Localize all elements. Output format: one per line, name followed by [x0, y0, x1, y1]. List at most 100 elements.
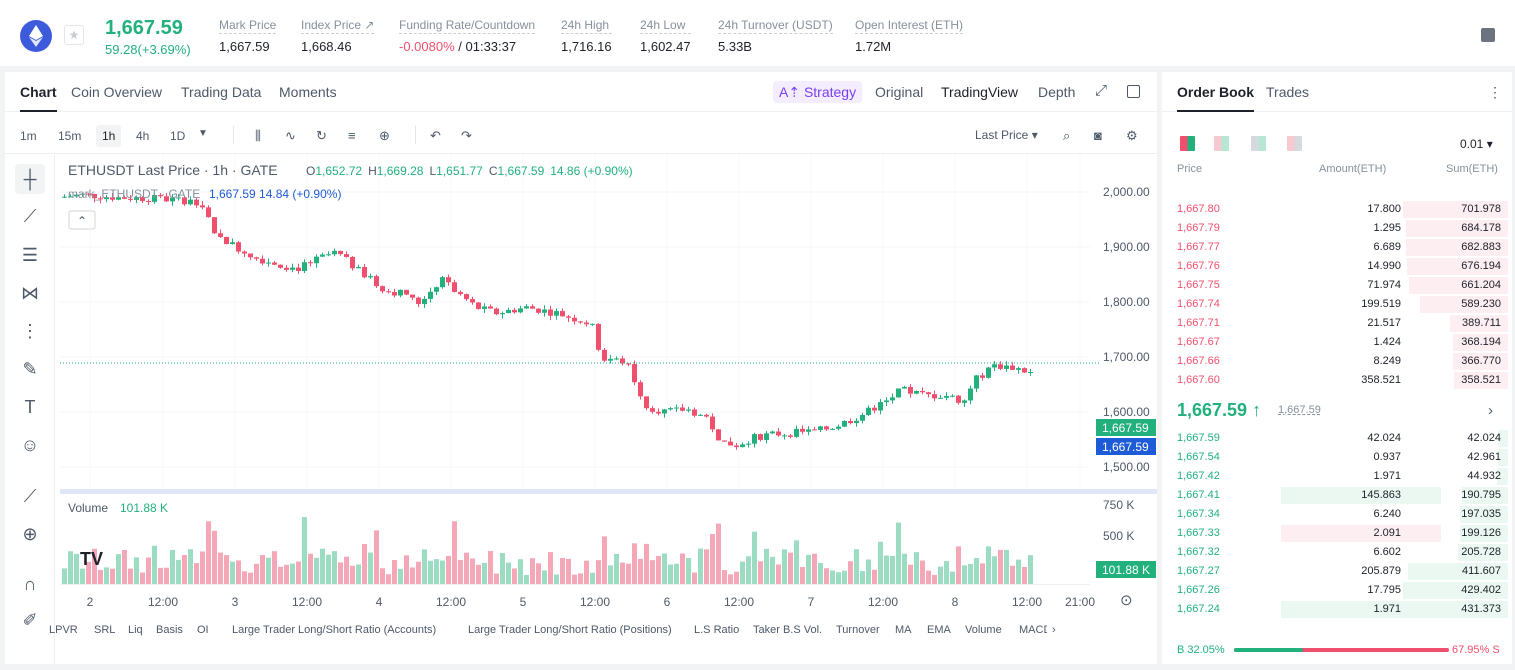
depth-bar [1454, 372, 1508, 389]
chevron-up-icon[interactable]: ⌃ [77, 214, 87, 228]
price-axis-tick: 1,900.00 [1103, 240, 1150, 254]
tab-order-book[interactable]: Order Book [1177, 84, 1255, 112]
pane-divider[interactable] [60, 489, 1157, 494]
horizontal-lines-icon[interactable]: ☰ [21, 244, 39, 265]
tab-chart[interactable]: Chart [20, 84, 57, 112]
replay-icon[interactable]: ↻ [316, 128, 327, 143]
tf-1m[interactable]: 1m [20, 129, 37, 143]
view-original[interactable]: Original [875, 84, 924, 100]
view-tradingview[interactable]: TradingView [941, 84, 1019, 100]
add-indicator-icon[interactable]: ⊕ [379, 128, 390, 143]
more-icon[interactable]: ⋮ [1488, 84, 1502, 100]
ask-row[interactable]: 1,667.74 199.519 589.230 [1162, 295, 1512, 314]
favorite-star-icon[interactable]: ★ [64, 25, 84, 45]
bid-row[interactable]: 1,667.32 6.602 205.728 [1162, 543, 1512, 562]
bid-row[interactable]: 1,667.42 1.971 44.932 [1162, 467, 1512, 486]
ind-ma[interactable]: MA [895, 624, 912, 636]
ind-lpvr[interactable]: LPVR [49, 624, 78, 636]
crosshair-icon[interactable]: ┼ [15, 164, 45, 194]
chevron-right-icon[interactable]: › [1488, 402, 1493, 419]
sum-cell: 199.126 [1461, 527, 1501, 539]
volume-bar [998, 549, 1003, 584]
ask-row[interactable]: 1,667.77 6.689 682.883 [1162, 238, 1512, 257]
volume-axis-tick: 750 K [1103, 498, 1134, 512]
strategy-button[interactable]: A⇡ Strategy [773, 81, 863, 103]
ask-row[interactable]: 1,667.71 21.517 389.711 [1162, 314, 1512, 333]
indicator-icon[interactable]: ∿ [285, 128, 296, 143]
bid-row[interactable]: 1,667.33 2.091 199.126 [1162, 524, 1512, 543]
candle-body [770, 431, 775, 434]
bid-row[interactable]: 1,667.54 0.937 42.961 [1162, 448, 1512, 467]
lock-draw-icon[interactable]: ✐ [22, 609, 38, 630]
emoji-icon[interactable]: ☺ [20, 434, 40, 455]
bid-row[interactable]: 1,667.24 1.971 431.373 [1162, 600, 1512, 619]
zoom-icon[interactable]: ⊕ [22, 523, 38, 544]
collapse-legend-button[interactable] [68, 210, 96, 230]
stat-funding-rate: Funding Rate/Countdown -0.0080% / 01:33:3… [399, 18, 536, 54]
dropdown-icon[interactable]: ▼ [198, 128, 208, 139]
bid-row[interactable]: 1,667.41 145.863 190.795 [1162, 486, 1512, 505]
ask-row[interactable]: 1,667.79 1.295 684.178 [1162, 219, 1512, 238]
ind-volume[interactable]: Volume [965, 624, 1002, 636]
text-icon[interactable]: T [24, 396, 36, 417]
ind-turnover[interactable]: Turnover [836, 624, 880, 636]
layout-asks-icon[interactable] [1214, 136, 1229, 151]
price-chart[interactable]: 2,000.00 1,900.00 1,800.00 1,700.00 1,600.00… [60, 155, 1157, 615]
trend-line-icon[interactable]: ⟋ [23, 205, 37, 226]
ind-liq[interactable]: Liq [128, 624, 143, 636]
camera-icon[interactable]: ◙ [1094, 128, 1102, 143]
chevron-right-icon[interactable]: › [1052, 624, 1056, 636]
ind-ls-ratio[interactable]: L.S Ratio [694, 624, 740, 636]
tf-4h[interactable]: 4h [136, 129, 150, 143]
gear-icon[interactable]: ⚙ [1126, 128, 1138, 143]
ind-basis[interactable]: Basis [156, 624, 183, 636]
bid-row[interactable]: 1,667.27 205.879 411.607 [1162, 562, 1512, 581]
ask-row[interactable]: 1,667.66 8.249 366.770 [1162, 352, 1512, 371]
view-depth[interactable]: Depth [1038, 84, 1076, 100]
layout-sells-icon[interactable] [1287, 136, 1302, 151]
window-icon[interactable] [1127, 85, 1140, 98]
settings-circle-icon[interactable]: ⊙ [1120, 592, 1133, 609]
fib-icon[interactable]: ⋮ [21, 320, 39, 341]
ask-row[interactable]: 1,667.67 1.424 368.194 [1162, 333, 1512, 352]
search-icon[interactable]: ⌕ [1063, 128, 1071, 143]
ind-ltlsr-positions[interactable]: Large Trader Long/Short Ratio (Positions… [468, 624, 672, 636]
ask-row[interactable]: 1,667.76 14.990 676.194 [1162, 257, 1512, 276]
ind-oi[interactable]: OI [197, 624, 209, 636]
ind-taker-bs-vol[interactable]: Taker B.S Vol. [753, 624, 823, 636]
ask-row[interactable]: 1,667.60 358.521 358.521 [1162, 371, 1512, 390]
ask-row[interactable]: 1,667.75 71.974 661.204 [1162, 276, 1512, 295]
layout-both-icon[interactable] [1180, 136, 1195, 151]
ind-macd[interactable]: MACD [1019, 624, 1047, 636]
bid-row[interactable]: 1,667.34 6.240 197.035 [1162, 505, 1512, 524]
tab-moments[interactable]: Moments [279, 84, 337, 100]
candle-body [998, 364, 1003, 369]
ind-srl[interactable]: SRL [94, 624, 116, 636]
candle-type-icon[interactable]: ⫼ [255, 128, 261, 143]
volume-bar [386, 574, 391, 584]
pattern-icon[interactable]: ⋈ [21, 282, 39, 303]
expand-icon[interactable]: ⤢ [1095, 82, 1108, 99]
magnet-icon[interactable]: ∩ [23, 573, 37, 594]
tf-1h[interactable]: 1h [96, 125, 122, 147]
tab-trades[interactable]: Trades [1266, 84, 1310, 100]
brush-icon[interactable]: ✎ [22, 358, 38, 379]
tab-trading-data[interactable]: Trading Data [181, 84, 262, 100]
tab-coin-overview[interactable]: Coin Overview [71, 84, 163, 100]
stat-index-price[interactable]: Index Price ↗ 1,668.46 [301, 18, 375, 54]
ruler-icon[interactable]: ⟋ [23, 485, 37, 506]
layout-bids-icon[interactable] [1251, 136, 1266, 151]
bid-row[interactable]: 1,667.26 17.795 429.402 [1162, 581, 1512, 600]
bid-row[interactable]: 1,667.59 42.024 42.024 [1162, 429, 1512, 448]
precision-select[interactable]: 0.01 ▾ [1460, 137, 1493, 151]
undo-icon[interactable]: ↶ [430, 128, 441, 143]
price-type-select[interactable]: Last Price ▾ [975, 128, 1038, 142]
ind-ltlsr-accounts[interactable]: Large Trader Long/Short Ratio (Accounts) [232, 624, 437, 636]
book-icon[interactable] [1481, 28, 1495, 42]
redo-icon[interactable]: ↷ [461, 128, 472, 143]
settings-list-icon[interactable]: ≡ [348, 128, 356, 143]
tf-1d[interactable]: 1D [170, 129, 186, 143]
ask-row[interactable]: 1,667.80 17.800 701.978 [1162, 200, 1512, 219]
tf-15m[interactable]: 15m [58, 129, 82, 143]
ind-ema[interactable]: EMA [927, 624, 951, 636]
